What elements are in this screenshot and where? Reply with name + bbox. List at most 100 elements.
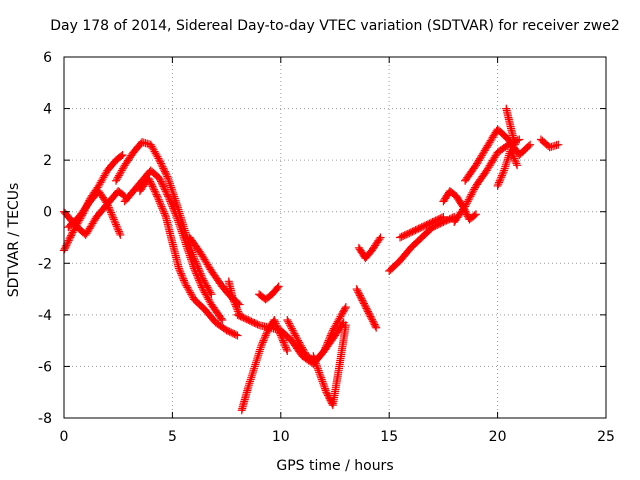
data-point <box>170 207 179 216</box>
data-point <box>294 336 303 345</box>
data-point <box>112 176 121 185</box>
data-point <box>200 288 209 297</box>
data-point <box>189 262 198 271</box>
series-track-15 <box>354 233 385 263</box>
data-point <box>494 180 503 189</box>
data-point <box>173 216 182 225</box>
data-point <box>309 352 318 361</box>
data-point <box>114 227 123 236</box>
data-point <box>273 322 282 331</box>
data-point <box>371 322 380 331</box>
series-track-1 <box>60 150 127 255</box>
data-point <box>205 297 214 306</box>
data-point <box>199 286 208 295</box>
data-point <box>185 251 194 260</box>
data-point <box>166 197 175 206</box>
data-point <box>149 145 158 154</box>
x-tick-label: 15 <box>380 429 398 445</box>
data-point <box>164 192 173 201</box>
data-point <box>153 152 162 161</box>
data-point <box>104 203 113 212</box>
data-point <box>158 204 167 213</box>
data-point <box>470 211 479 220</box>
data-point <box>202 291 211 300</box>
data-point <box>98 175 107 184</box>
y-axis-ticks: -8 -6 -4 -2 0 2 4 6 <box>38 50 606 427</box>
data-point <box>480 146 489 155</box>
data-point <box>482 166 491 175</box>
data-point <box>60 244 69 253</box>
y-tick-label: 6 <box>43 50 52 66</box>
data-point <box>470 185 479 194</box>
data-point <box>149 184 158 193</box>
data-point <box>270 316 279 325</box>
data-point <box>469 187 478 196</box>
data-point <box>231 302 240 311</box>
data-point <box>272 321 281 330</box>
data-point <box>113 224 122 233</box>
data-point <box>281 343 290 352</box>
data-point <box>156 175 165 184</box>
series-track-14 <box>352 285 381 332</box>
data-point <box>153 192 162 201</box>
data-point <box>483 164 492 173</box>
series-track-16 <box>385 212 459 276</box>
data-point <box>204 262 213 271</box>
data-point <box>471 210 480 219</box>
data-point <box>95 180 104 189</box>
x-axis-ticks: 0 5 10 15 20 25 <box>60 57 615 445</box>
data-point <box>334 316 343 325</box>
data-point <box>490 153 499 162</box>
data-point <box>112 175 121 184</box>
series-track-3 <box>64 187 125 239</box>
data-point <box>156 159 165 168</box>
data-point <box>483 141 492 150</box>
data-point <box>177 271 186 280</box>
data-point <box>183 246 192 255</box>
data-point <box>178 231 187 240</box>
data-point <box>118 150 127 159</box>
data-point <box>160 209 169 218</box>
data-point <box>86 222 95 231</box>
data-point <box>105 205 114 214</box>
data-point <box>341 303 350 312</box>
data-point <box>159 207 168 216</box>
data-point <box>114 171 123 180</box>
data-point <box>340 304 349 313</box>
data-point <box>491 151 500 160</box>
data-point <box>159 164 168 173</box>
data-point <box>326 331 335 340</box>
data-point <box>329 324 338 333</box>
data-point <box>154 154 163 163</box>
data-point <box>332 319 341 328</box>
x-tick-label: 25 <box>597 429 615 445</box>
data-point <box>497 171 506 180</box>
data-point <box>488 156 497 165</box>
data-point <box>163 190 172 199</box>
y-tick-label: -4 <box>38 308 52 324</box>
data-point <box>439 212 448 221</box>
data-point <box>231 330 240 339</box>
data-point <box>100 171 109 180</box>
data-point <box>273 283 282 292</box>
data-point <box>486 136 495 145</box>
data-point <box>148 182 157 191</box>
data-point <box>335 314 344 323</box>
data-point <box>313 364 322 373</box>
data-point <box>104 201 113 210</box>
data-point <box>475 154 484 163</box>
data-point <box>324 336 333 345</box>
data-point <box>497 173 506 182</box>
data-point <box>485 138 494 147</box>
data-point <box>203 260 212 269</box>
plot-frame <box>63 56 607 419</box>
data-point <box>155 156 164 165</box>
data-point <box>320 345 329 354</box>
data-point <box>230 298 239 307</box>
data-point <box>152 190 161 199</box>
data-point <box>486 159 495 168</box>
data-point <box>115 229 124 238</box>
plot-border <box>63 56 607 419</box>
data-point <box>508 150 517 159</box>
data-point <box>88 219 97 228</box>
